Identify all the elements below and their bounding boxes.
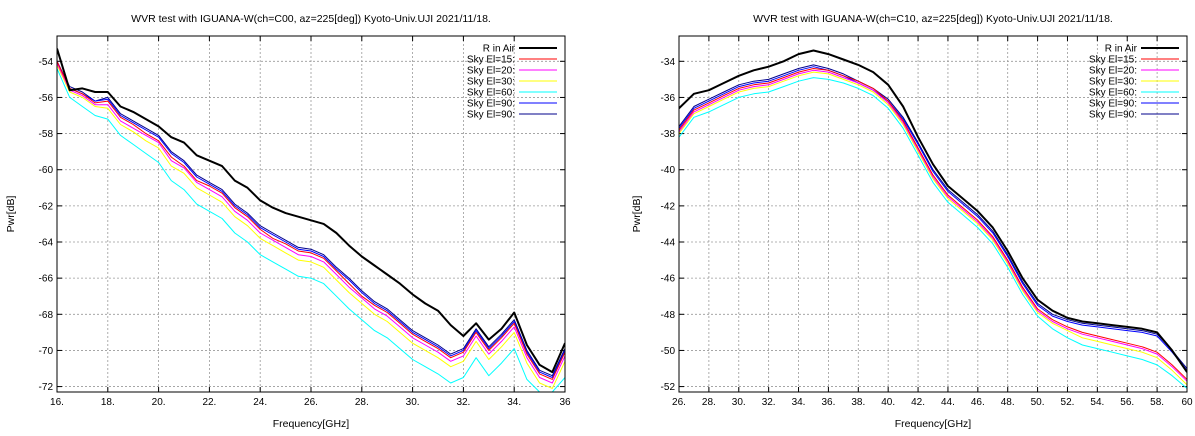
x-tick-label: 48. [1001,397,1015,408]
x-tick-label: 26. [672,397,686,408]
y-tick-label: -42 [661,201,676,212]
x-tick-label: 22. [202,397,216,408]
chart-title: WVR test with IGUANA-W(ch=C00, az=225[de… [131,13,491,25]
series-line-7 [679,64,1187,369]
x-tick-label: 34. [792,397,806,408]
x-tick-label: 30. [732,397,746,408]
legend-label: Sky El=90: [467,110,515,121]
y-tick-label: -72 [39,382,54,393]
x-tick-label: 56. [1120,397,1134,408]
x-tick-label: 40. [881,397,895,408]
x-tick-label: 32. [456,397,470,408]
x-tick-label: 54. [1090,397,1104,408]
x-tick-label: 16. [50,397,64,408]
legend-label: Sky El=15: [1089,55,1137,66]
chart-panel-1: WVR test with IGUANA-W(ch=C00, az=225[de… [5,13,571,430]
legend-label: R in Air [483,44,516,55]
legend-label: Sky El=90: [1089,110,1137,121]
series-line-5 [679,77,1187,389]
legend-label: Sky El=90: [467,99,515,110]
series-line-2 [57,61,565,380]
y-axis-label: Pwr[dB] [631,196,643,233]
legend-label: Sky El=20: [467,66,515,77]
x-tick-label: 28. [355,397,369,408]
series-line-3 [57,62,565,384]
y-tick-label: -38 [661,129,676,140]
chart-panel-2: WVR test with IGUANA-W(ch=C10, az=225[de… [631,13,1193,430]
x-tick-label: 30. [406,397,420,408]
y-tick-label: -64 [39,238,54,249]
y-tick-label: -54 [39,57,54,68]
x-tick-label: 36 [559,397,571,408]
x-tick-label: 34. [507,397,521,408]
legend-label: Sky El=15: [467,55,515,66]
series-group [57,48,565,392]
y-tick-label: -46 [661,274,676,285]
y-axis-label: Pwr[dB] [5,196,17,233]
x-tick-label: 58. [1150,397,1164,408]
series-line-6 [57,61,565,378]
series-line-5 [57,68,565,392]
y-tick-label: -48 [661,310,676,321]
plot-frame [56,35,566,393]
legend-label: Sky El=60: [467,88,515,99]
x-tick-label: 52. [1061,397,1075,408]
y-tick-label: -36 [661,93,676,104]
y-tick-label: -62 [39,201,54,212]
x-tick-label: 18. [101,397,115,408]
x-tick-label: 28. [702,397,716,408]
x-tick-label: 42. [911,397,925,408]
x-tick-label: 26. [304,397,318,408]
y-tick-label: -50 [661,346,676,357]
plot-frame [678,35,1188,393]
x-tick-label: 60 [1181,397,1193,408]
series-line-1 [57,48,565,374]
series-group [679,49,1187,389]
series-line-4 [57,64,565,389]
y-tick-label: -56 [39,93,54,104]
legend-label: Sky El=90: [1089,99,1137,110]
legend-label: Sky El=60: [1089,88,1137,99]
y-tick-label: -70 [39,346,54,357]
series-line-4 [679,71,1187,386]
series-line-1 [679,49,1187,373]
legend-label: Sky El=30: [467,77,515,88]
y-tick-label: -44 [661,238,676,249]
x-tick-label: 44. [941,397,955,408]
y-tick-label: -34 [661,57,676,68]
series-line-7 [57,61,565,377]
x-axis-label: Frequency[GHz] [895,418,972,430]
y-tick-label: -60 [39,165,54,176]
legend-label: Sky El=20: [1089,66,1137,77]
chart-title: WVR test with IGUANA-W(ch=C10, az=225[de… [753,13,1113,25]
x-tick-label: 24. [253,397,267,408]
y-tick-label: -40 [661,165,676,176]
y-tick-label: -68 [39,310,54,321]
x-axis-label: Frequency[GHz] [273,418,350,430]
series-line-6 [679,66,1187,371]
legend-label: R in Air [1105,44,1138,55]
y-tick-label: -52 [661,382,676,393]
x-tick-label: 36. [821,397,835,408]
x-tick-label: 50. [1031,397,1045,408]
legend-label: Sky El=30: [1089,77,1137,88]
x-tick-label: 32. [762,397,776,408]
series-line-3 [679,69,1187,382]
x-tick-label: 20. [152,397,166,408]
y-tick-label: -66 [39,274,54,285]
series-line-2 [679,68,1187,380]
x-tick-label: 38. [851,397,865,408]
y-tick-label: -58 [39,129,54,140]
x-tick-label: 46. [971,397,985,408]
